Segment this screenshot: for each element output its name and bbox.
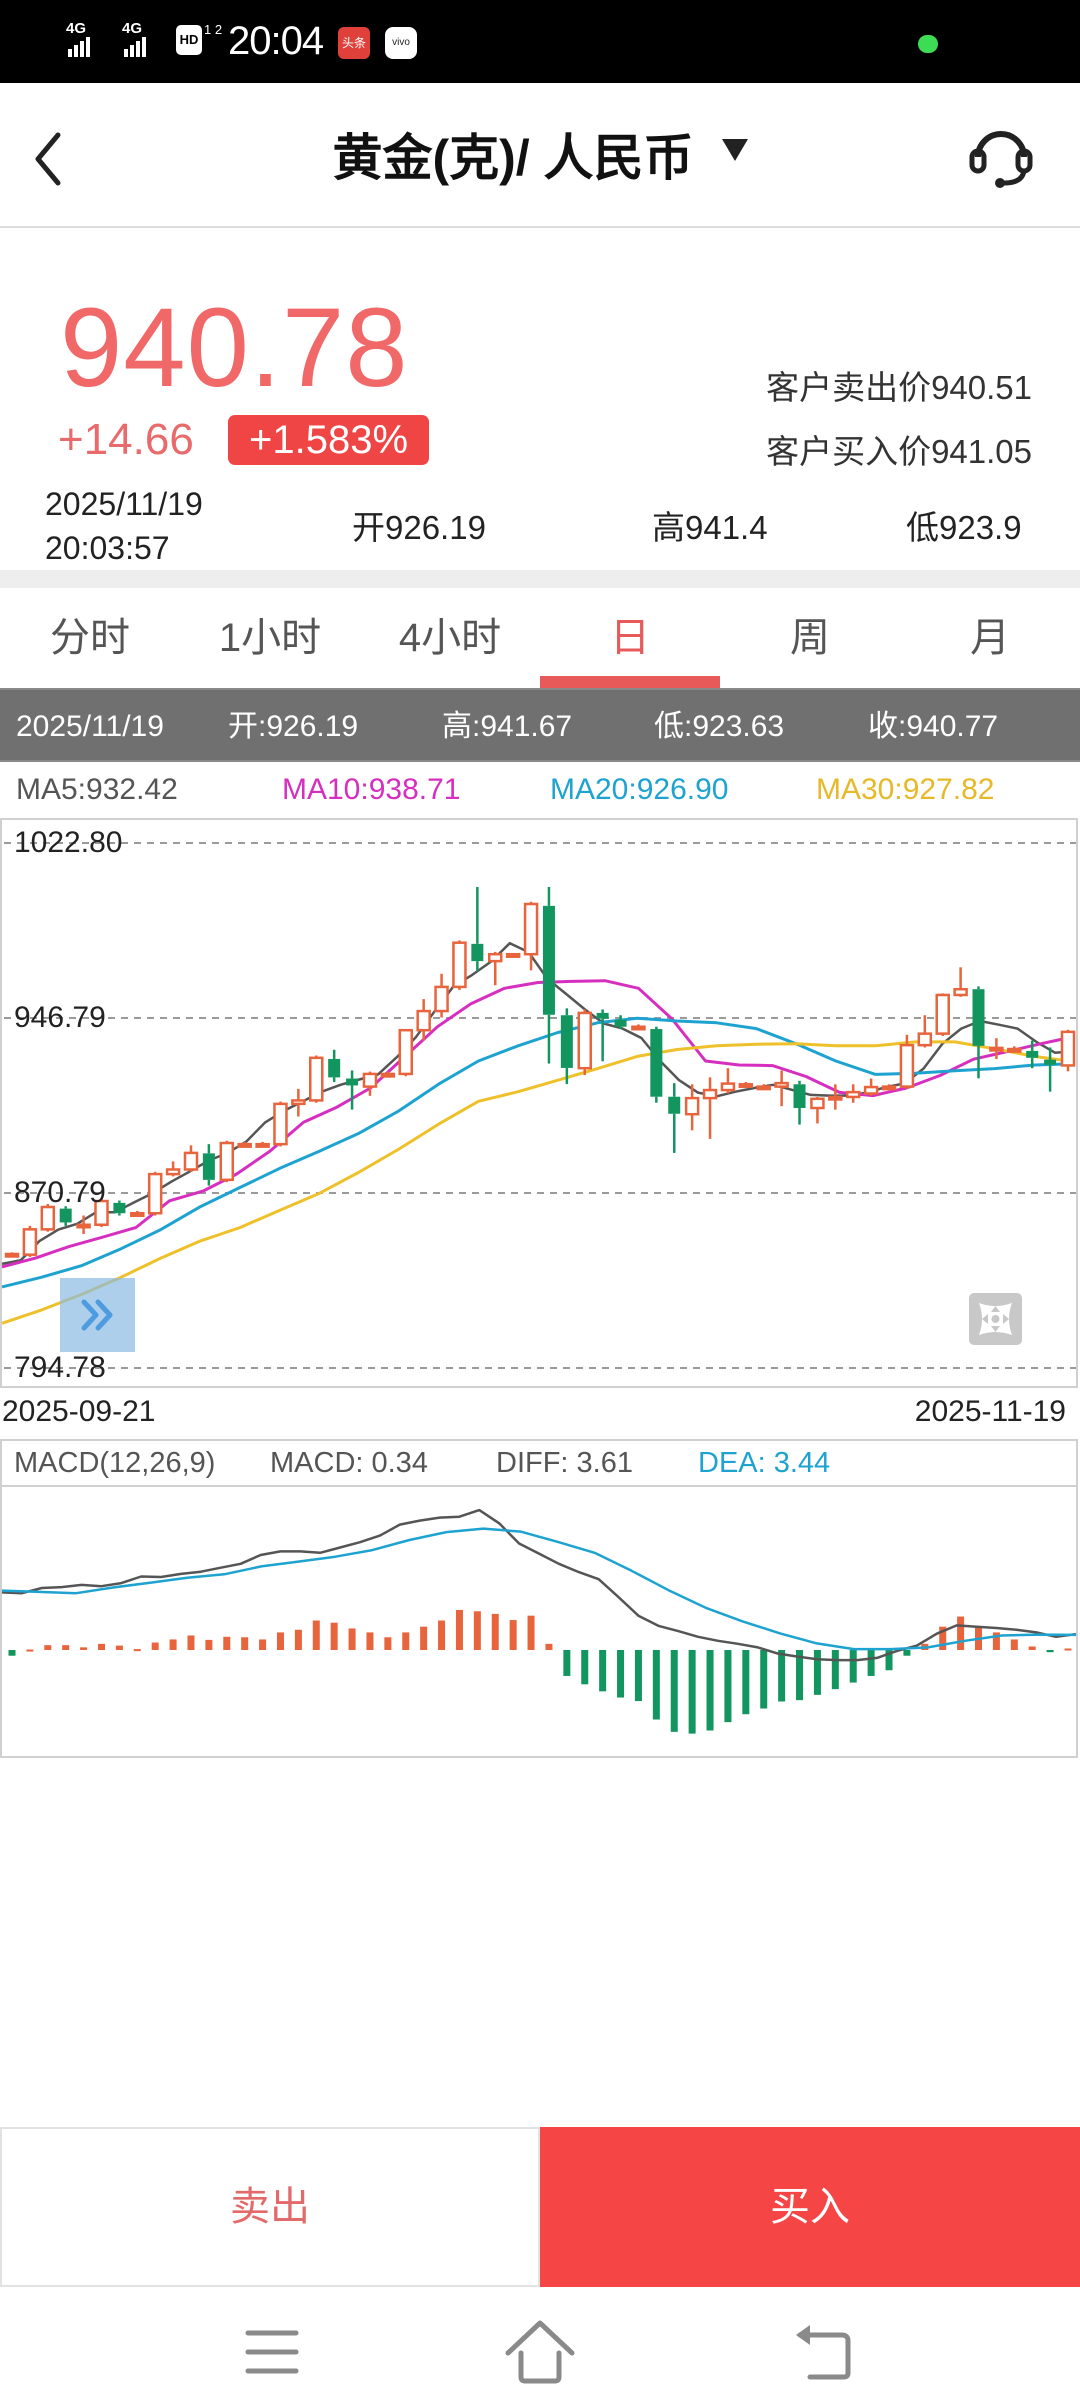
tab-week[interactable]: 周 bbox=[790, 616, 830, 660]
signal-strength-icon bbox=[124, 37, 146, 57]
ma20-value: MA20:926.90 bbox=[550, 773, 729, 806]
tab-month[interactable]: 月 bbox=[970, 616, 1010, 660]
status-bar: 4G 4G HD 1 2 20:04 头条 vivo bbox=[0, 0, 1080, 83]
back-icon bbox=[796, 2325, 851, 2380]
ohlc-low: 低:923.63 bbox=[654, 710, 785, 743]
expand-history-button[interactable] bbox=[60, 1278, 135, 1352]
camera-indicator-icon bbox=[918, 35, 938, 53]
ohlc-high: 高:941.67 bbox=[442, 710, 573, 743]
hd-sim-label: 1 2 bbox=[204, 22, 223, 37]
customer-service-button[interactable] bbox=[966, 123, 1036, 191]
open-price: 开926.19 bbox=[352, 509, 486, 546]
ohlc-open: 开:926.19 bbox=[228, 710, 359, 743]
price-change-percent-badge: +1.583% bbox=[228, 415, 429, 465]
macd-chart-canvas bbox=[1, 1508, 1077, 1734]
nav-menu-button[interactable] bbox=[232, 2315, 312, 2390]
sell-button[interactable]: 卖出 bbox=[0, 2127, 540, 2287]
macd-value: MACD: 0.34 bbox=[270, 1447, 428, 1479]
fullscreen-icon bbox=[979, 1303, 1012, 1335]
toutiao-notification-icon: 头条 bbox=[338, 27, 370, 59]
signal-label-2: 4G bbox=[122, 20, 143, 37]
instrument-selector[interactable]: 黄金(克)/ 人民币 bbox=[0, 127, 1080, 189]
tab-day[interactable]: 日 bbox=[540, 588, 720, 688]
macd-chart[interactable] bbox=[0, 1439, 1078, 1758]
ma10-value: MA10:938.71 bbox=[282, 773, 461, 806]
macd-legend: MACD(12,26,9) MACD: 0.34 DIFF: 3.61 DEA:… bbox=[0, 1439, 1078, 1487]
fullscreen-button[interactable] bbox=[969, 1293, 1022, 1345]
tab-4-hour[interactable]: 4小时 bbox=[398, 616, 502, 660]
tab-1-hour[interactable]: 1小时 bbox=[218, 616, 322, 660]
clock: 20:04 bbox=[228, 19, 324, 63]
hd-voice-icon: HD bbox=[176, 25, 202, 55]
client-sell-price: 客户卖出价940.51 bbox=[766, 369, 1032, 406]
vivo-notification-icon: vivo bbox=[385, 27, 417, 59]
signal-strength-icon bbox=[68, 37, 90, 57]
candlestick-chart-canvas bbox=[1, 842, 1076, 1369]
x-axis-start-date: 2025-09-21 bbox=[2, 1395, 156, 1428]
quote-date: 2025/11/19 bbox=[45, 486, 203, 522]
client-buy-price: 客户买入价941.05 bbox=[766, 433, 1032, 470]
buy-button[interactable]: 买入 bbox=[540, 2127, 1080, 2287]
ma30-value: MA30:927.82 bbox=[816, 773, 995, 806]
page-title: 黄金(克)/ 人民币 bbox=[332, 130, 694, 186]
headset-icon bbox=[969, 131, 1033, 188]
nav-back-button[interactable] bbox=[786, 2315, 866, 2390]
app-header: 黄金(克)/ 人民币 bbox=[0, 83, 1080, 228]
menu-icon bbox=[245, 2330, 299, 2374]
y-axis-label: 946.79 bbox=[14, 1001, 106, 1034]
nav-home-button[interactable] bbox=[500, 2315, 580, 2390]
chevron-left-icon bbox=[35, 132, 61, 186]
macd-title: MACD(12,26,9) bbox=[14, 1447, 216, 1479]
current-price: 940.78 bbox=[60, 285, 409, 410]
quote-time: 20:03:57 bbox=[45, 530, 170, 566]
ohlc-close: 收:940.77 bbox=[868, 710, 999, 743]
section-divider bbox=[0, 570, 1080, 588]
ohlc-info-bar: 2025/11/19 开:926.19 高:941.67 低:923.63 收:… bbox=[0, 688, 1080, 762]
ma5-value: MA5:932.42 bbox=[16, 773, 178, 806]
x-axis-end-date: 2025-11-19 bbox=[914, 1395, 1066, 1428]
y-axis-label: 870.79 bbox=[14, 1176, 106, 1209]
ma-legend: MA5:932.42 MA10:938.71 MA20:926.90 MA30:… bbox=[0, 762, 1080, 818]
signal-label-1: 4G bbox=[66, 20, 87, 37]
candlestick-chart[interactable] bbox=[0, 818, 1078, 1388]
high-price: 高941.4 bbox=[652, 509, 768, 546]
diff-value: DIFF: 3.61 bbox=[496, 1447, 633, 1479]
y-axis-label: 1022.80 bbox=[14, 826, 123, 859]
tab-intraday[interactable]: 分时 bbox=[50, 616, 130, 660]
period-tabs: 分时 1小时 4小时 日 周 月 bbox=[0, 588, 1080, 688]
caret-down-icon bbox=[721, 139, 748, 161]
low-price: 低923.9 bbox=[906, 509, 1022, 546]
y-axis-label: 794.78 bbox=[14, 1351, 106, 1384]
price-change: +14.66 bbox=[58, 415, 194, 464]
home-icon bbox=[505, 2320, 575, 2384]
double-chevron-right-icon bbox=[81, 1299, 113, 1331]
dea-value: DEA: 3.44 bbox=[698, 1447, 831, 1479]
ohlc-date: 2025/11/19 bbox=[16, 710, 164, 743]
back-button[interactable] bbox=[22, 123, 82, 193]
